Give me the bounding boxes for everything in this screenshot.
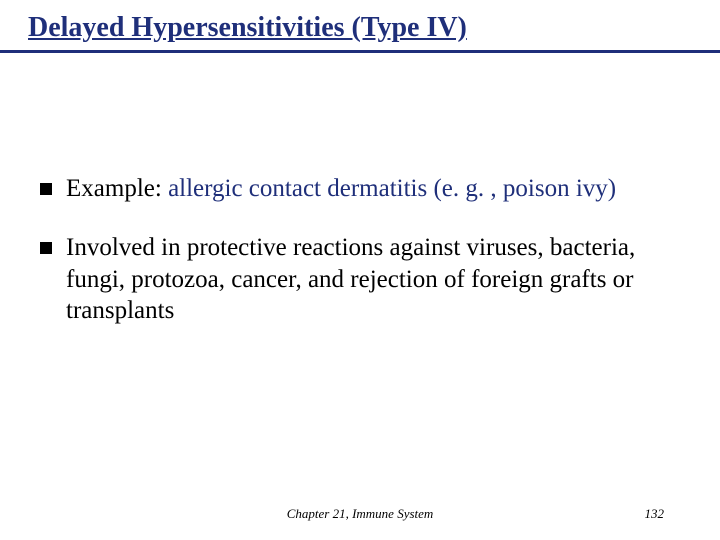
bullet-prefix: Example: [66, 175, 168, 202]
page-number: 132 [645, 506, 665, 522]
bullet-marker-icon [40, 183, 52, 195]
slide: Delayed Hypersensitivities (Type IV) Exa… [0, 0, 720, 540]
bullet-marker-icon [40, 242, 52, 254]
bullet-text: Involved in protective reactions against… [66, 232, 680, 326]
bullet-text: Example: allergic contact dermatitis (e.… [66, 173, 680, 204]
bullet-rest: Involved in protective reactions against… [66, 234, 635, 324]
slide-body: Example: allergic contact dermatitis (e.… [0, 53, 720, 326]
bullet-item: Involved in protective reactions against… [40, 232, 680, 326]
slide-title: Delayed Hypersensitivities (Type IV) [0, 12, 720, 48]
bullet-item: Example: allergic contact dermatitis (e.… [40, 173, 680, 204]
bullet-highlight: allergic contact dermatitis (e. g. , poi… [168, 175, 616, 202]
footer-text: Chapter 21, Immune System [0, 506, 720, 522]
